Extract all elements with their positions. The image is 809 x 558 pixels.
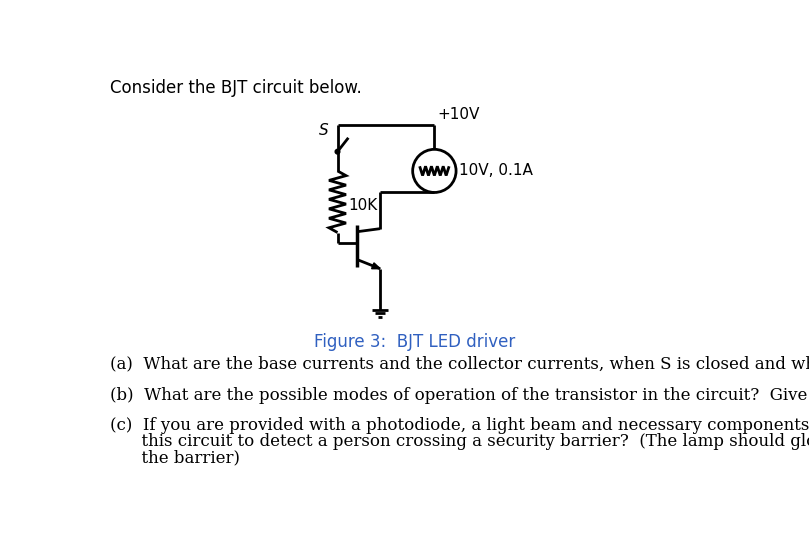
Text: Consider the BJT circuit below.: Consider the BJT circuit below. — [110, 79, 362, 97]
Text: (a)  What are the base currents and the collector currents, when S is closed and: (a) What are the base currents and the c… — [110, 355, 809, 373]
Text: (b)  What are the possible modes of operation of the transistor in the circuit? : (b) What are the possible modes of opera… — [110, 387, 809, 403]
Text: 10K: 10K — [349, 198, 378, 213]
Text: Figure 3:  BJT LED driver: Figure 3: BJT LED driver — [314, 333, 515, 350]
Text: the barrier): the barrier) — [110, 450, 240, 466]
Text: (c)  If you are provided with a photodiode, a light beam and necessary component: (c) If you are provided with a photodiod… — [110, 417, 809, 434]
Text: 10V, 0.1A: 10V, 0.1A — [460, 163, 533, 179]
Polygon shape — [371, 263, 380, 269]
Text: S: S — [319, 123, 328, 138]
Text: +10V: +10V — [438, 107, 480, 122]
Circle shape — [335, 150, 340, 154]
Text: this circuit to detect a person crossing a security barrier?  (The lamp should g: this circuit to detect a person crossing… — [110, 434, 809, 450]
